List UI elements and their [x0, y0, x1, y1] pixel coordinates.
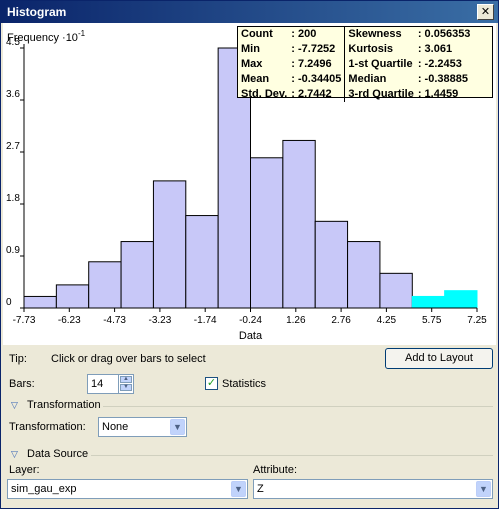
- data-source-section-title[interactable]: Data Source: [27, 448, 89, 460]
- x-tick-label: 2.76: [331, 315, 351, 326]
- y-tick-label: 3.6: [6, 89, 20, 100]
- histogram-bar[interactable]: [444, 290, 478, 309]
- x-tick-label: -3.23: [149, 315, 172, 326]
- statistics-row: Mean : -0.34405 Median: -0.38885: [238, 72, 473, 87]
- x-tick-label: -1.74: [194, 315, 217, 326]
- statistics-row: Min : -7.7252 Kurtosis: 3.061: [238, 42, 473, 57]
- section-divider: [103, 406, 493, 407]
- transformation-label: Transformation:: [9, 421, 86, 433]
- histogram-bar[interactable]: [55, 284, 90, 309]
- statistics-row: Max : 7.2496 1-st Quartile: -2.2453: [238, 57, 473, 72]
- controls-panel: Tip: Click or drag over bars to select A…: [1, 345, 498, 508]
- chevron-down-icon[interactable]: ▼: [170, 419, 185, 435]
- stat-value: : 1.4459: [417, 88, 459, 100]
- stat-label: Max: [241, 58, 263, 70]
- histogram-bar[interactable]: [411, 295, 446, 309]
- section-divider: [91, 455, 493, 456]
- histogram-bar[interactable]: [152, 180, 187, 309]
- stat-value: : 200: [291, 28, 317, 40]
- layer-value: sim_gau_exp: [11, 483, 77, 495]
- histogram-bar[interactable]: [23, 295, 57, 309]
- stat-label: Std. Dev.: [241, 88, 288, 100]
- transformation-collapse-icon[interactable]: ▽: [11, 400, 18, 410]
- stat-value: : 2.7442: [291, 88, 332, 100]
- bars-value: 14: [91, 378, 104, 390]
- spin-down-icon[interactable]: ▼: [120, 384, 132, 391]
- histogram-bar[interactable]: [185, 215, 219, 309]
- transformation-value: None: [102, 421, 129, 433]
- histogram-bar[interactable]: [282, 139, 316, 309]
- x-tick-label: 4.25: [377, 315, 397, 326]
- bars-label: Bars:: [9, 378, 35, 390]
- statistics-label: Statistics: [222, 378, 267, 390]
- close-icon: ✕: [480, 5, 491, 18]
- layer-label: Layer:: [9, 464, 40, 476]
- close-button[interactable]: ✕: [477, 4, 494, 20]
- transformation-section-title[interactable]: Transformation: [27, 399, 101, 411]
- stat-label: Mean: [241, 73, 270, 85]
- stat-label: 1-st Quartile: [344, 57, 417, 72]
- chevron-down-icon[interactable]: ▼: [476, 481, 491, 497]
- x-tick-label: -6.23: [58, 315, 81, 326]
- stat-label: Count: [241, 28, 273, 40]
- tip-label: Tip:: [9, 353, 27, 365]
- x-tick-label: -7.73: [13, 315, 36, 326]
- stat-value: : 7.2496: [291, 58, 332, 70]
- attribute-dropdown[interactable]: Z ▼: [253, 479, 493, 499]
- y-tick-label: 1.8: [6, 193, 20, 204]
- spin-up-icon[interactable]: ▲: [120, 376, 132, 383]
- stat-label: 3-rd Quartile: [344, 87, 417, 102]
- x-tick-label: -0.24: [239, 315, 262, 326]
- attribute-label: Attribute:: [253, 464, 298, 476]
- x-tick-label: 1.26: [286, 315, 306, 326]
- window-title: Histogram: [7, 5, 67, 19]
- histogram-bar[interactable]: [379, 272, 413, 309]
- stat-value: : 3.061: [417, 43, 453, 55]
- title-bar[interactable]: Histogram ✕: [1, 1, 498, 23]
- histogram-bar[interactable]: [250, 157, 284, 309]
- attribute-value: Z: [257, 483, 264, 495]
- histogram-bar[interactable]: [120, 241, 154, 309]
- statistics-checkbox[interactable]: ✓: [205, 377, 218, 390]
- x-tick-label: 5.75: [422, 315, 442, 326]
- stat-label: Kurtosis: [344, 42, 417, 57]
- stat-label: Skewness: [344, 27, 417, 42]
- chevron-down-icon[interactable]: ▼: [231, 481, 246, 497]
- statistics-table: Count : 200 Skewness: 0.056353 Min : -7.7252…: [238, 27, 473, 102]
- x-tick-label: 7.25: [467, 315, 487, 326]
- transformation-dropdown[interactable]: None ▼: [98, 417, 187, 437]
- y-tick-label: 4.5: [6, 37, 20, 48]
- stat-value: : -0.38885: [417, 73, 468, 85]
- bars-spinner[interactable]: ▲ ▼: [118, 375, 133, 393]
- y-tick-label: 0: [6, 297, 12, 308]
- stat-value: : 0.056353: [417, 28, 471, 40]
- data-source-collapse-icon[interactable]: ▽: [11, 449, 18, 459]
- y-tick-label: 2.7: [6, 141, 20, 152]
- stat-label: Min: [241, 43, 260, 55]
- y-tick-label: 0.9: [6, 245, 20, 256]
- histogram-bar[interactable]: [88, 261, 122, 309]
- statistics-row: Count : 200 Skewness: 0.056353: [238, 27, 473, 42]
- add-to-layout-button[interactable]: Add to Layout: [385, 348, 493, 369]
- statistics-row: Std. Dev.: 2.7442 3-rd Quartile: 1.4459: [238, 87, 473, 102]
- stat-label: Median: [344, 72, 417, 87]
- y-axis-label: Frequency ·10-1: [7, 29, 86, 44]
- statistics-box: Count : 200 Skewness: 0.056353 Min : -7.7252…: [237, 26, 493, 102]
- histogram-bar[interactable]: [347, 241, 381, 309]
- x-axis-label: Data: [239, 330, 263, 342]
- stat-value: : -7.7252: [291, 43, 336, 55]
- stat-value: : -2.2453: [417, 58, 462, 70]
- bars-stepper[interactable]: 14 ▲ ▼: [87, 374, 134, 394]
- histogram-svg[interactable]: Frequency ·10-1 0 0.9 1.8 2.7 3.6 4.5 -7.73 -6.2…: [3, 23, 496, 345]
- histogram-bar[interactable]: [314, 220, 349, 309]
- checkmark-icon: ✓: [206, 377, 217, 389]
- stat-value: : -0.34405: [291, 73, 342, 85]
- x-tick-label: -4.73: [103, 315, 126, 326]
- tip-text: Click or drag over bars to select: [51, 353, 206, 365]
- layer-dropdown[interactable]: sim_gau_exp ▼: [7, 479, 248, 499]
